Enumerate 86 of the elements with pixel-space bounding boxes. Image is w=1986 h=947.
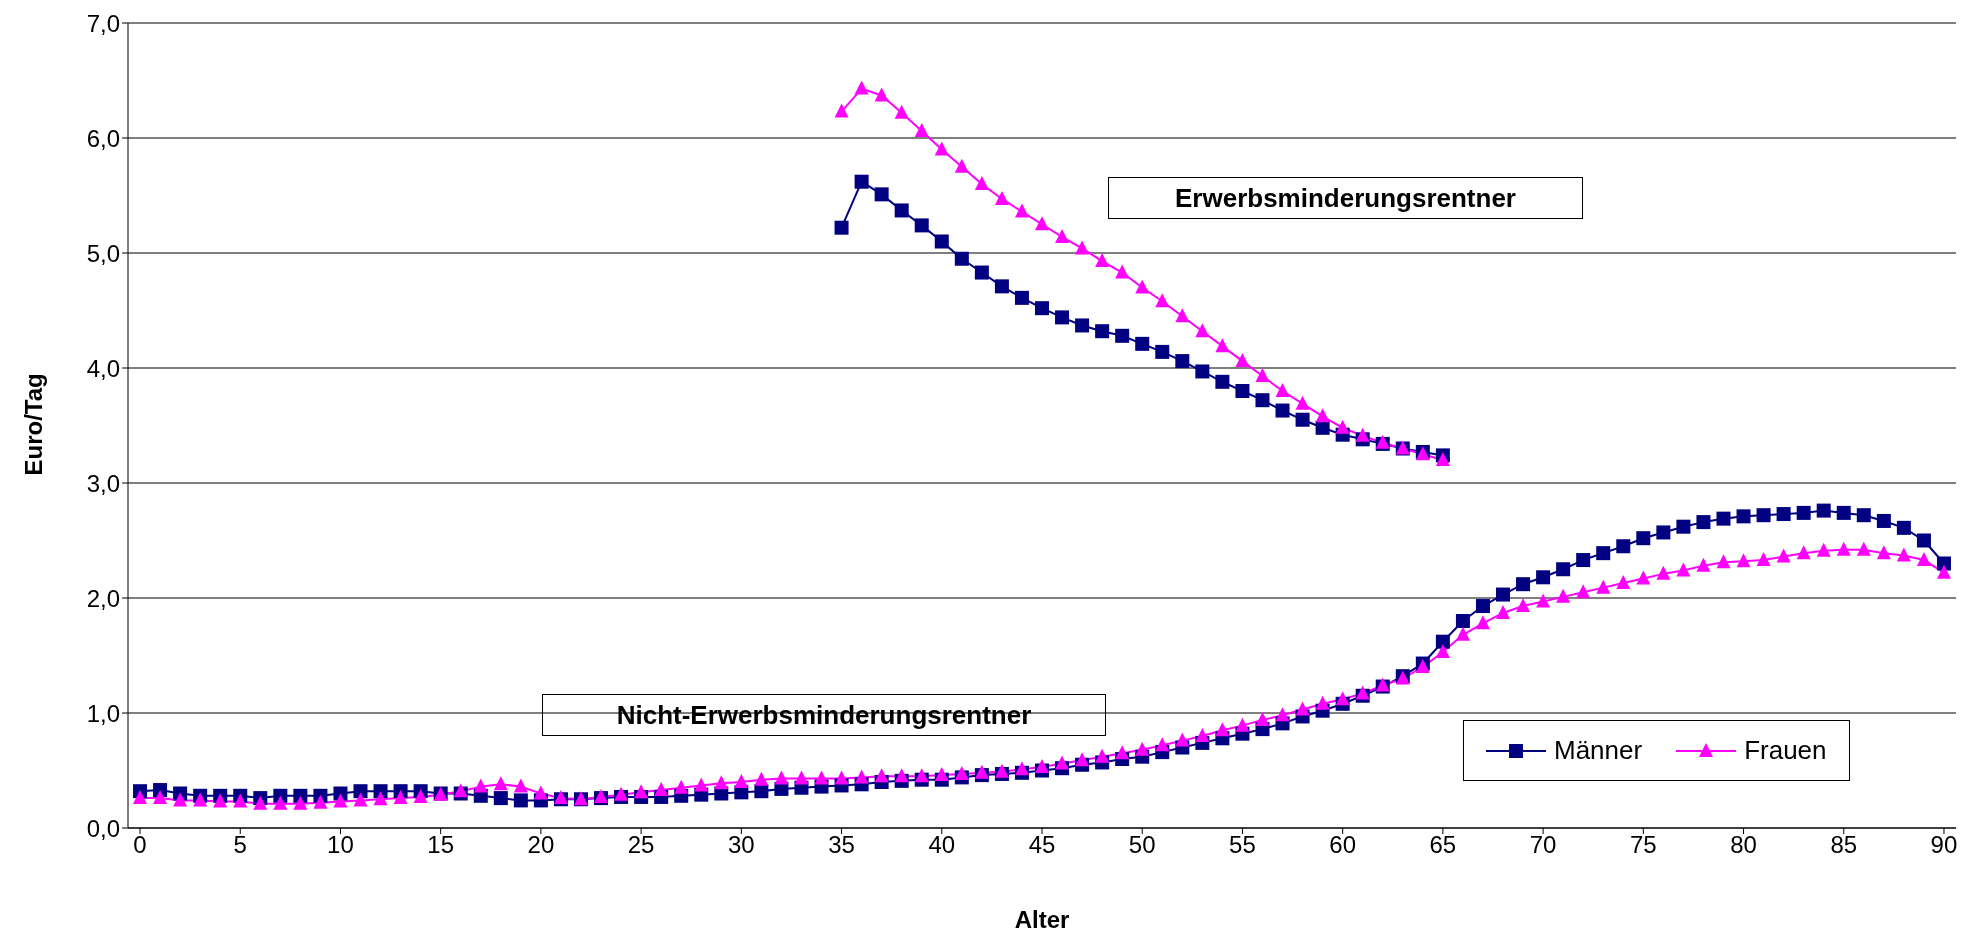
- point: [994, 190, 1009, 205]
- point: [954, 251, 969, 266]
- x-tick-label: 75: [1629, 831, 1657, 859]
- x-tick-label: 0: [133, 831, 147, 859]
- x-tick-label: 85: [1830, 831, 1858, 859]
- point: [894, 104, 909, 119]
- y-axis-title: Euro/Tag: [19, 373, 47, 476]
- point: [994, 279, 1009, 294]
- point: [914, 123, 929, 138]
- y-tick-label: 3,0: [86, 469, 120, 497]
- point: [1115, 264, 1130, 279]
- point: [834, 103, 849, 118]
- x-tick-label: 30: [727, 831, 755, 859]
- x-tick-label: 15: [427, 831, 455, 859]
- y-tick-label: 2,0: [86, 584, 120, 612]
- point: [1355, 427, 1370, 442]
- point: [954, 158, 969, 173]
- point: [1035, 216, 1049, 231]
- x-tick-label: 25: [627, 831, 655, 859]
- point: [934, 141, 949, 156]
- point: [874, 87, 889, 102]
- x-tick-label: 90: [1930, 831, 1958, 859]
- point: [1275, 383, 1290, 397]
- x-tick-label: 45: [1028, 831, 1056, 859]
- point: [894, 203, 909, 218]
- point: [1215, 338, 1230, 353]
- y-tick-label: 1,0: [86, 699, 120, 727]
- point: [1335, 419, 1350, 434]
- point: [1195, 323, 1210, 338]
- point: [1295, 395, 1310, 410]
- point: [1075, 318, 1090, 333]
- point: [854, 80, 869, 95]
- point: [1235, 353, 1250, 368]
- y-tick-label: 0,0: [86, 814, 120, 842]
- point: [1095, 253, 1110, 268]
- y-tick-label: 7,0: [86, 9, 120, 37]
- point: [1115, 328, 1130, 343]
- point: [1255, 393, 1270, 408]
- point: [974, 265, 989, 280]
- point: [1155, 344, 1170, 359]
- x-tick-label: 60: [1329, 831, 1357, 859]
- point: [1315, 408, 1330, 423]
- y-tick-label: 6,0: [86, 124, 120, 152]
- point: [1295, 412, 1310, 427]
- point: [1135, 279, 1150, 294]
- x-tick-label: 5: [233, 831, 247, 859]
- x-tick-label: 80: [1730, 831, 1757, 859]
- point: [1255, 368, 1270, 383]
- point: [1014, 290, 1029, 305]
- x-tick-label: 10: [327, 831, 354, 859]
- legend-label: Frauen: [1744, 735, 1827, 766]
- point: [1155, 293, 1170, 308]
- point: [1435, 452, 1450, 466]
- point: [1175, 308, 1190, 323]
- point: [1095, 324, 1110, 339]
- point: [1075, 240, 1090, 255]
- point: [1275, 403, 1290, 418]
- annotation: Nicht-Erwerbsminderungsrentner: [542, 694, 1106, 736]
- point: [1055, 228, 1070, 243]
- point: [934, 234, 949, 249]
- point: [1175, 354, 1190, 369]
- legend-label: Männer: [1554, 735, 1643, 766]
- x-axis-title: Alter: [1014, 906, 1070, 933]
- x-tick-label: 40: [928, 831, 956, 859]
- point: [1055, 310, 1070, 325]
- y-tick-label: 5,0: [86, 239, 120, 267]
- x-tick-label: 35: [828, 831, 855, 859]
- y-tick-label: 4,0: [86, 354, 120, 382]
- x-tick-label: 50: [1128, 831, 1156, 859]
- point: [1315, 420, 1330, 435]
- point: [1235, 384, 1250, 398]
- point: [1035, 301, 1049, 316]
- x-tick-label: 55: [1229, 831, 1256, 859]
- point: [874, 187, 889, 202]
- point: [1014, 203, 1029, 218]
- point: [1195, 364, 1210, 379]
- x-tick-label: 20: [527, 831, 555, 859]
- point: [854, 174, 869, 189]
- x-tick-label: 70: [1529, 831, 1557, 859]
- point: [914, 218, 929, 233]
- point: [1135, 336, 1150, 351]
- point: [1215, 374, 1230, 389]
- annotation: Erwerbsminderungsrentner: [1108, 177, 1583, 219]
- x-tick-label: 65: [1429, 831, 1457, 859]
- point: [834, 220, 849, 235]
- point: [974, 176, 989, 190]
